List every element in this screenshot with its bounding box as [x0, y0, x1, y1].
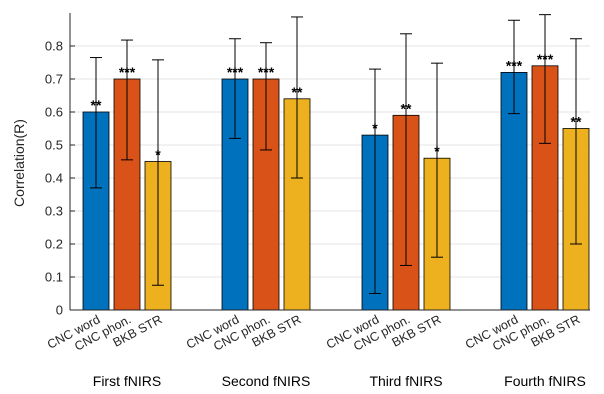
y-tick-label: 0.6	[45, 105, 63, 120]
significance-markers: ********* ************ *****	[91, 51, 582, 163]
y-tick-label: 0	[56, 303, 63, 318]
bar-2-1	[221, 78, 249, 311]
significance-marker: **	[571, 114, 582, 130]
y-tick-label: 0.4	[45, 171, 63, 186]
group-label: Second fNIRS	[222, 373, 311, 389]
y-tick-label: 0.8	[45, 39, 63, 54]
significance-marker: ***	[506, 57, 523, 73]
axes: 0 0.1 0.2 0.3 0.4 0.5 0.6 0.7 0.8	[45, 13, 590, 318]
significance-marker: *	[155, 147, 161, 163]
y-tick-label: 0.3	[45, 204, 63, 219]
group-label: Third fNIRS	[369, 373, 442, 389]
y-tick-label: 0.5	[45, 138, 63, 153]
group-label: First fNIRS	[93, 373, 161, 389]
significance-marker: ***	[119, 64, 136, 80]
y-tick-label: 0.7	[45, 72, 63, 87]
bars	[82, 65, 590, 311]
significance-marker: **	[401, 100, 412, 116]
group-label: Fourth fNIRS	[504, 373, 586, 389]
significance-marker: *	[434, 143, 440, 159]
significance-marker: **	[91, 97, 102, 113]
significance-marker: *	[372, 120, 378, 136]
y-tick-label: 0.2	[45, 237, 63, 252]
error-bars	[90, 14, 582, 294]
y-tick-label: 0.1	[45, 270, 63, 285]
significance-marker: ***	[537, 51, 554, 67]
significance-marker: **	[292, 84, 303, 100]
significance-marker: ***	[258, 64, 275, 80]
significance-marker: ***	[227, 64, 244, 80]
y-axis-label: Correlation(R)	[11, 119, 27, 207]
